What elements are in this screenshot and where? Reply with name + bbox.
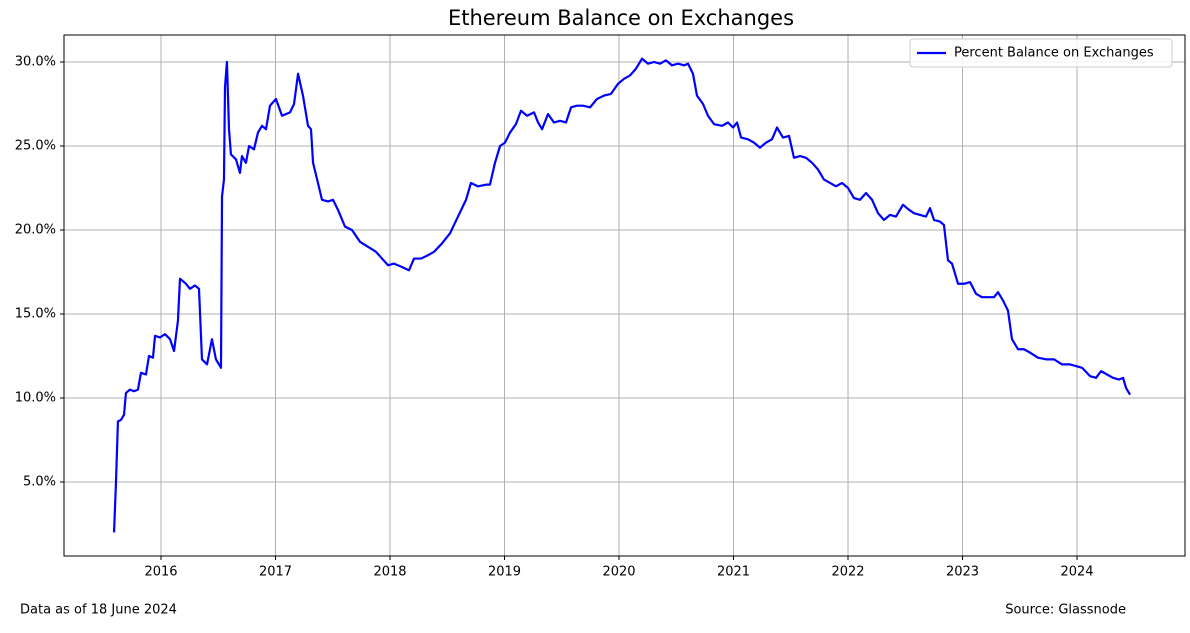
y-tick-label: 20.0% [15, 222, 56, 237]
y-tick-label: 15.0% [15, 306, 56, 321]
legend-label: Percent Balance on Exchanges [954, 46, 1154, 61]
y-tick-label: 25.0% [15, 138, 56, 153]
y-tick-label: 10.0% [15, 390, 56, 405]
x-tick-label: 2021 [717, 565, 750, 580]
legend-box [909, 38, 1173, 68]
x-tick-label: 2024 [1060, 565, 1093, 580]
x-tick-label: 2023 [946, 565, 979, 580]
x-tick-label: 2019 [488, 565, 521, 580]
x-tick-label: 2020 [602, 565, 635, 580]
y-tick-label: 30.0% [15, 54, 56, 69]
footnote: Data as of 18 June 2024 [20, 603, 177, 618]
x-tick-label: 2018 [373, 565, 406, 580]
x-tick-label: 2016 [144, 565, 177, 580]
footnote: Source: Glassnode [1005, 603, 1126, 618]
x-tick-label: 2017 [259, 565, 292, 580]
x-tick-label: 2022 [831, 565, 864, 580]
data-line [112, 57, 1131, 533]
y-tick-label: 5.0% [23, 474, 56, 489]
chart-title: Ethereum Balance on Exchanges [448, 6, 794, 30]
plot-frame [63, 34, 1186, 557]
